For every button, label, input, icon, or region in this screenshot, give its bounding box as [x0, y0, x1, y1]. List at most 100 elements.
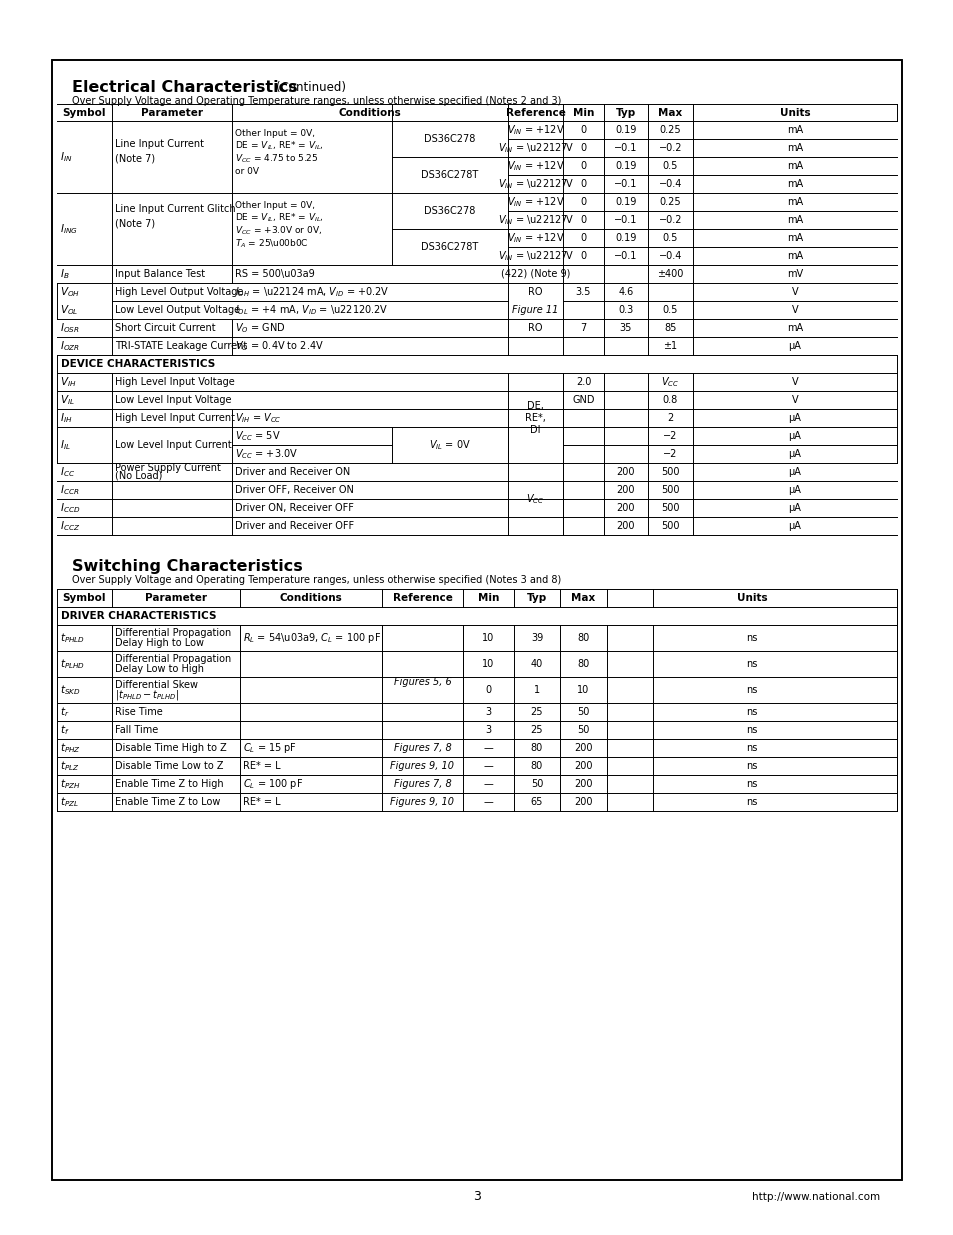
Text: $I_{OH}$ = \u22124 mA, $V_{ID}$ = +0.2V: $I_{OH}$ = \u22124 mA, $V_{ID}$ = +0.2V [234, 285, 389, 299]
Bar [52, 61, 901, 1179]
Text: $I_{CCR}$: $I_{CCR}$ [60, 483, 79, 496]
Text: $t_f$: $t_f$ [60, 724, 70, 737]
Text: Symbol: Symbol [63, 593, 106, 603]
Text: Low Level Input Current: Low Level Input Current [115, 440, 232, 450]
Text: μA: μA [788, 341, 801, 351]
Text: mA: mA [786, 324, 802, 333]
Text: Symbol: Symbol [63, 107, 106, 117]
Text: −0.2: −0.2 [659, 143, 681, 153]
Text: 7: 7 [579, 324, 586, 333]
Text: μA: μA [788, 450, 801, 459]
Text: −0.2: −0.2 [659, 215, 681, 225]
Text: 500: 500 [660, 503, 679, 513]
Text: DRIVER CHARACTERISTICS: DRIVER CHARACTERISTICS [61, 611, 216, 621]
Text: ns: ns [745, 743, 757, 753]
Text: DS36C278T: DS36C278T [421, 170, 478, 180]
Text: Short Circuit Current: Short Circuit Current [115, 324, 215, 333]
Text: Units: Units [779, 107, 809, 117]
Text: $V_{CC}$ = 5V: $V_{CC}$ = 5V [234, 429, 280, 443]
Text: 25: 25 [530, 725, 542, 735]
Text: High Level Input Current: High Level Input Current [115, 412, 234, 424]
Text: Reference: Reference [505, 107, 565, 117]
Text: $I_{OZR}$: $I_{OZR}$ [60, 340, 80, 353]
Text: Line Input Current: Line Input Current [115, 140, 204, 149]
Text: ±400: ±400 [657, 269, 683, 279]
Text: −0.4: −0.4 [659, 251, 681, 261]
Text: mA: mA [786, 251, 802, 261]
Text: 200: 200 [574, 779, 592, 789]
Text: $C_L$ = 100 pF: $C_L$ = 100 pF [243, 777, 303, 790]
Text: $V_{IH}$ = $V_{CC}$: $V_{IH}$ = $V_{CC}$ [234, 411, 281, 425]
Text: 200: 200 [574, 743, 592, 753]
Text: $C_L$ = 15 pF: $C_L$ = 15 pF [243, 741, 296, 755]
Text: Differential Propagation: Differential Propagation [115, 655, 231, 664]
Text: 200: 200 [616, 485, 635, 495]
Text: $I_{IL}$: $I_{IL}$ [60, 438, 71, 452]
Text: RE* = L: RE* = L [243, 761, 280, 771]
Text: Driver and Receiver ON: Driver and Receiver ON [234, 467, 350, 477]
Text: 0: 0 [579, 125, 586, 135]
Text: μA: μA [788, 485, 801, 495]
Text: Figures 9, 10: Figures 9, 10 [390, 761, 454, 771]
Text: Driver and Receiver OFF: Driver and Receiver OFF [234, 521, 354, 531]
Text: RO: RO [528, 287, 542, 296]
Text: $t_{PHZ}$: $t_{PHZ}$ [60, 741, 81, 755]
Text: 0.19: 0.19 [615, 125, 636, 135]
Text: DEVICE CHARACTERISTICS: DEVICE CHARACTERISTICS [61, 359, 215, 369]
Text: ns: ns [745, 706, 757, 718]
Text: 0: 0 [579, 198, 586, 207]
Text: mA: mA [786, 125, 802, 135]
Text: Units: Units [736, 593, 766, 603]
Text: 4.6: 4.6 [618, 287, 633, 296]
Text: 0.25: 0.25 [659, 125, 680, 135]
Text: —: — [483, 797, 493, 806]
Text: $R_L$ = 54\u03a9, $C_L$ = 100 pF: $R_L$ = 54\u03a9, $C_L$ = 100 pF [243, 631, 380, 645]
Text: μA: μA [788, 431, 801, 441]
Text: $V_{IN}$ = +12V: $V_{IN}$ = +12V [506, 195, 564, 209]
Text: 200: 200 [616, 521, 635, 531]
Text: $I_B$: $I_B$ [60, 267, 70, 280]
Text: Differential Propagation: Differential Propagation [115, 629, 231, 638]
Text: 2: 2 [667, 412, 673, 424]
Text: $V_{IL}$: $V_{IL}$ [60, 393, 74, 406]
Text: mA: mA [786, 198, 802, 207]
Text: 10: 10 [482, 659, 494, 669]
Text: μA: μA [788, 412, 801, 424]
Text: −0.1: −0.1 [614, 251, 637, 261]
Text: Figures 5, 6: Figures 5, 6 [394, 677, 451, 687]
Text: 200: 200 [616, 503, 635, 513]
Text: −0.1: −0.1 [614, 215, 637, 225]
Text: —: — [483, 743, 493, 753]
Text: 200: 200 [574, 797, 592, 806]
Text: DE = $V_{IL}$, RE* = $V_{IL}$,: DE = $V_{IL}$, RE* = $V_{IL}$, [234, 140, 323, 152]
Text: Switching Characteristics: Switching Characteristics [71, 559, 302, 574]
Text: $t_r$: $t_r$ [60, 705, 70, 719]
Text: GND: GND [572, 395, 594, 405]
Text: DS36C278T: DS36C278T [421, 242, 478, 252]
Text: 0.8: 0.8 [662, 395, 678, 405]
Text: Low Level Output Voltage: Low Level Output Voltage [115, 305, 240, 315]
Text: 80: 80 [577, 659, 589, 669]
Text: 0.25: 0.25 [659, 198, 680, 207]
Text: 3: 3 [473, 1191, 480, 1203]
Text: $V_{OH}$: $V_{OH}$ [60, 285, 80, 299]
Text: 3.5: 3.5 [576, 287, 591, 296]
Text: Electrical Characteristics: Electrical Characteristics [71, 79, 297, 95]
Text: $t_{PZL}$: $t_{PZL}$ [60, 795, 79, 809]
Text: 0.5: 0.5 [662, 161, 678, 170]
Text: RE* = L: RE* = L [243, 797, 280, 806]
Text: —: — [483, 761, 493, 771]
Text: 0: 0 [579, 215, 586, 225]
Text: High Level Input Voltage: High Level Input Voltage [115, 377, 234, 387]
Text: Max: Max [571, 593, 595, 603]
Text: (Continued): (Continued) [275, 80, 346, 94]
Text: 85: 85 [663, 324, 676, 333]
Text: 500: 500 [660, 521, 679, 531]
Text: $t_{PZH}$: $t_{PZH}$ [60, 777, 81, 790]
Text: ±1: ±1 [662, 341, 677, 351]
Text: 200: 200 [616, 467, 635, 477]
Text: Driver ON, Receiver OFF: Driver ON, Receiver OFF [234, 503, 354, 513]
Text: 0: 0 [579, 143, 586, 153]
Text: 1: 1 [534, 685, 539, 695]
Text: 80: 80 [530, 743, 542, 753]
